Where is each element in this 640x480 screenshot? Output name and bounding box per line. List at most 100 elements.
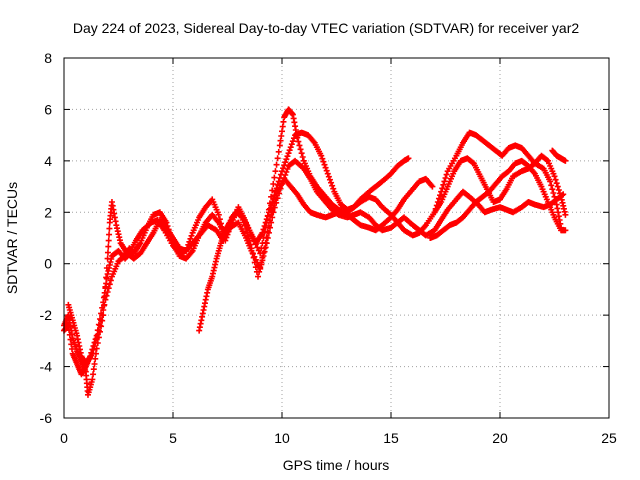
data-point-plus — [280, 165, 287, 172]
data-point-plus — [259, 254, 266, 261]
data-point-plus — [260, 250, 267, 256]
data-point-plus — [238, 213, 245, 220]
data-point-plus — [186, 238, 193, 245]
data-point-plus — [320, 158, 327, 165]
data-point-plus — [262, 219, 269, 226]
data-point-plus — [285, 150, 292, 157]
data-point-plus — [167, 233, 174, 240]
data-point-plus — [328, 179, 335, 186]
data-point-plus — [562, 157, 569, 164]
data-point-plus — [272, 188, 279, 195]
data-point-plus — [95, 327, 102, 334]
data-point-plus — [326, 176, 333, 183]
data-point-plus — [469, 159, 476, 166]
data-point-plus — [288, 141, 295, 148]
chart-title: Day 224 of 2023, Sidereal Day-to-day VTE… — [73, 20, 579, 36]
data-point-plus — [106, 231, 113, 238]
data-point-plus — [295, 138, 302, 145]
y-tick-label: 2 — [44, 204, 52, 220]
data-point-plus — [273, 161, 280, 168]
data-point-plus — [101, 301, 108, 308]
data-point-plus — [287, 144, 294, 151]
data-point-plus — [271, 192, 278, 199]
data-point-plus — [106, 225, 113, 232]
data-point-plus — [99, 312, 106, 319]
data-point-plus — [299, 154, 306, 160]
data-point-plus — [187, 235, 194, 242]
data-point-plus — [323, 167, 330, 174]
y-tick-label: 0 — [44, 256, 52, 272]
y-tick-label: 6 — [44, 101, 52, 117]
data-point-plus — [441, 178, 448, 185]
data-point-plus — [261, 245, 268, 252]
data-point-plus — [284, 153, 291, 160]
data-point-plus — [551, 193, 558, 200]
data-point-plus — [90, 371, 97, 378]
data-point-plus — [264, 228, 271, 235]
data-point-plus — [297, 146, 304, 153]
data-point-plus — [284, 166, 291, 172]
data-point-plus — [286, 147, 293, 154]
data-point-plus — [552, 176, 559, 183]
data-point-plus — [102, 283, 109, 290]
data-point-plus — [296, 142, 303, 149]
data-point-plus — [94, 331, 101, 338]
data-point-plus — [435, 195, 442, 202]
data-point-plus — [215, 211, 222, 218]
data-point-plus — [321, 161, 328, 168]
data-point-plus — [263, 234, 270, 241]
data-point-plus — [91, 361, 98, 367]
data-point-plus — [329, 182, 336, 189]
data-point-plus — [260, 226, 267, 233]
plot-frame — [63, 57, 610, 419]
x-tick-labels: 0 5 10 15 20 25 — [60, 430, 617, 446]
data-point-plus — [270, 181, 277, 187]
series-track-6 — [427, 157, 569, 241]
data-point-plus — [183, 247, 190, 254]
data-point-plus — [256, 268, 263, 275]
data-point-plus — [267, 217, 274, 224]
data-point-plus — [290, 135, 297, 142]
data-point-plus — [248, 245, 255, 252]
data-point-plus — [250, 254, 257, 261]
data-point-plus — [91, 343, 98, 349]
data-point-plus — [552, 197, 559, 204]
x-tick-label: 15 — [383, 430, 399, 446]
data-point-plus — [325, 173, 332, 180]
data-point-plus — [258, 259, 265, 266]
data-point-plus — [550, 190, 557, 196]
data-point-plus — [103, 274, 110, 281]
y-tick-label: -4 — [40, 359, 53, 375]
x-tick-label: 20 — [492, 430, 508, 446]
data-point-plus — [249, 250, 256, 256]
data-point-plus — [255, 273, 262, 280]
data-point-plus — [547, 178, 554, 185]
data-point-plus — [429, 183, 436, 190]
data-point-plus — [106, 281, 113, 288]
y-tick-label: 8 — [44, 50, 52, 66]
x-tick-label: 5 — [169, 430, 177, 446]
data-point-plus — [98, 317, 105, 324]
data-point-plus — [319, 155, 326, 162]
data-point-plus — [270, 195, 277, 202]
y-tick-label: -6 — [40, 410, 53, 426]
data-point-plus — [274, 155, 281, 162]
data-point-plus — [298, 150, 305, 157]
data-point-plus — [289, 138, 296, 145]
x-tick-label: 25 — [601, 430, 617, 446]
data-point-plus — [283, 169, 290, 175]
data-point-plus — [105, 243, 112, 250]
data-point-plus — [103, 292, 110, 299]
data-point-plus — [281, 162, 288, 169]
data-point-plus — [437, 192, 444, 199]
data-point-plus — [165, 226, 172, 233]
data-point-plus — [274, 181, 281, 188]
y-axis-label: SDTVAR / TECUs — [4, 182, 20, 294]
data-point-plus — [98, 323, 105, 330]
data-point-plus — [262, 239, 269, 246]
data-point-plus — [107, 277, 114, 284]
data-point-plus — [168, 236, 175, 243]
data-point-plus — [185, 241, 192, 248]
x-axis-label: GPS time / hours — [283, 457, 390, 473]
